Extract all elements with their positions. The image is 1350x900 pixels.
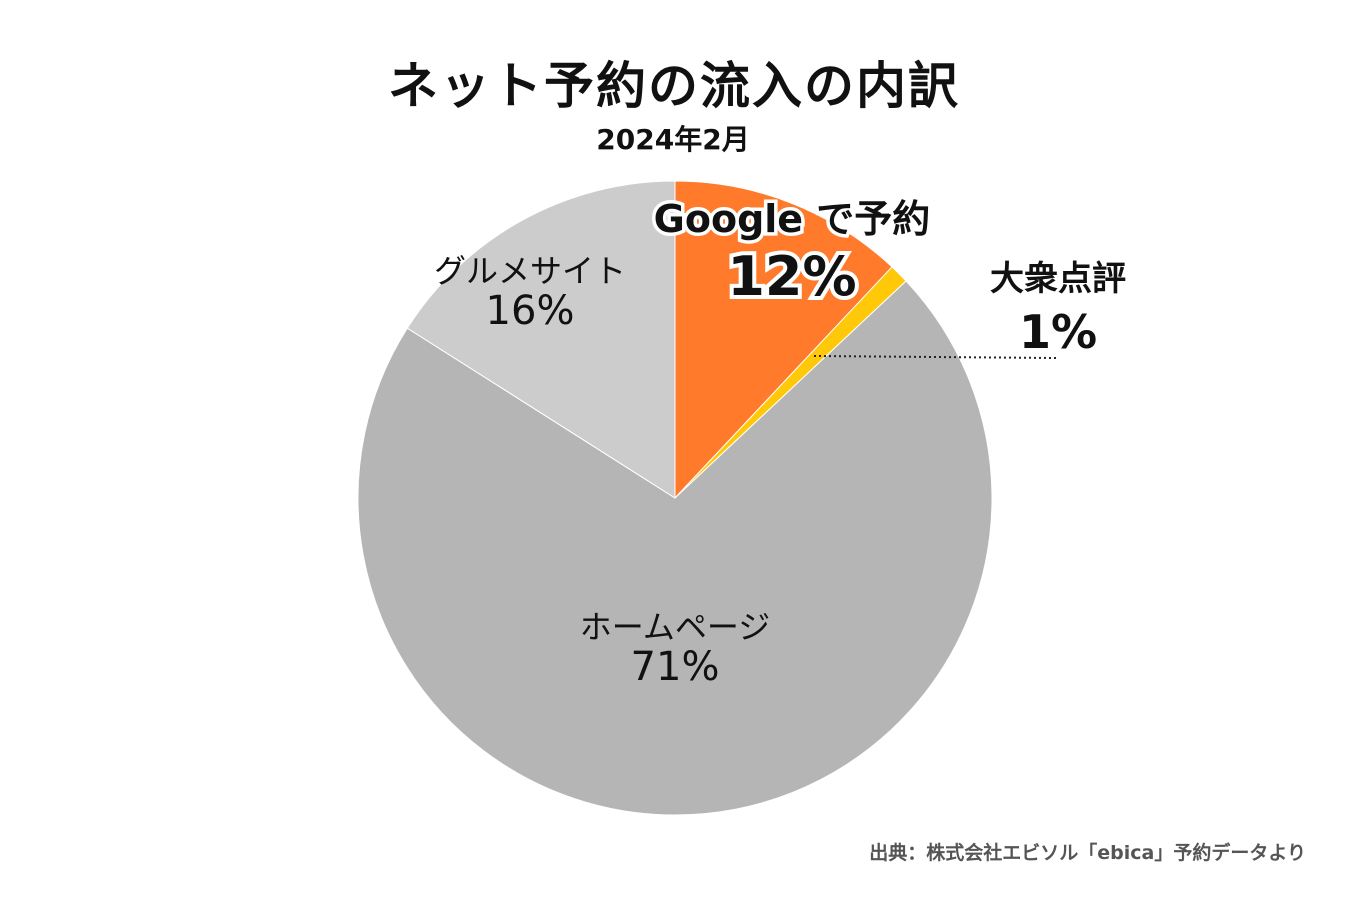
slice-label-dazhongdianping: 大衆点評 [990,259,1126,299]
slice-label-homepage: ホームページ [580,608,770,646]
chart-title: ネット予約の流入の内訳 [388,57,960,115]
slice-value-google: 12% [727,245,856,308]
source-note: 出典：株式会社エビソル「ebica」予約データより [869,842,1306,864]
slice-label-google: Google で予約 [654,197,931,241]
slice-value-homepage: 71% [631,644,720,690]
chart-subtitle: 2024年2月 [596,123,750,156]
pie-slice-homepage [357,280,993,816]
pie-slice-gourmet [406,180,676,499]
leader-line-dazhongdianping [813,355,1057,359]
pie-slices [357,180,993,816]
slice-value-dazhongdianping: 1% [1019,305,1097,359]
slice-value-gourmet: 16% [486,288,575,334]
pie-slice-google [674,180,893,500]
slice-label-gourmet: グルメサイト [434,252,626,290]
